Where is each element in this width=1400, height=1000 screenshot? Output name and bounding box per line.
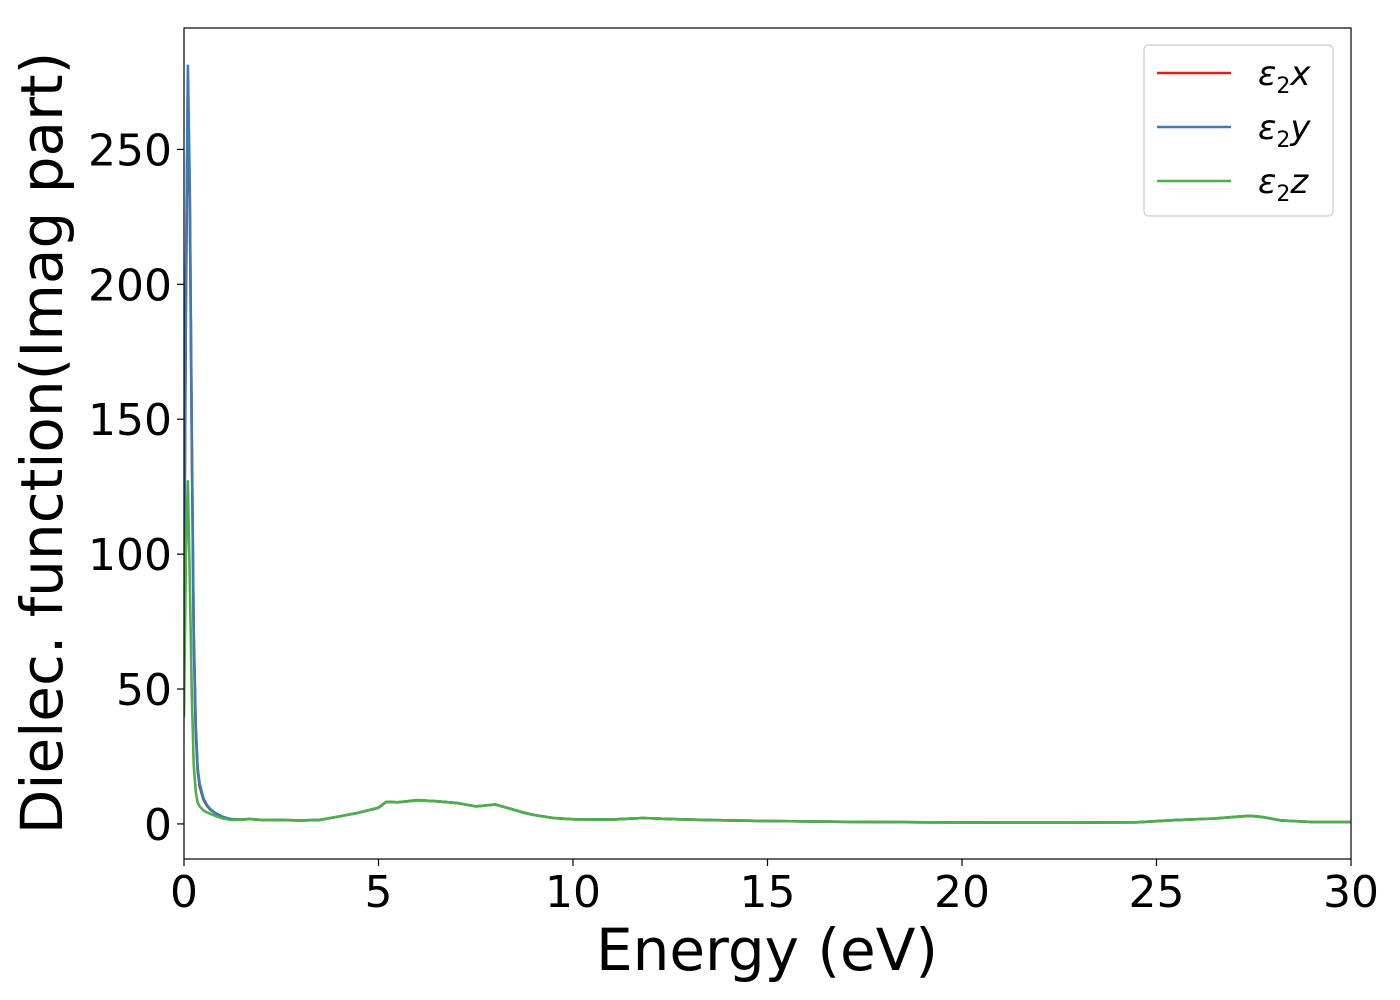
x-tick-label: 30	[1323, 867, 1379, 918]
y-axis-label: Dielec. function(Imag part)	[8, 52, 76, 835]
y-tick-label: 0	[144, 800, 172, 851]
y-tick-label: 150	[88, 395, 172, 446]
y-tick-label: 200	[88, 260, 172, 311]
x-axis: 0 5 10 15 20 25 30	[170, 859, 1379, 918]
x-tick-label: 15	[740, 867, 796, 918]
legend-label-z: ε2z	[1258, 162, 1309, 207]
x-tick-label: 25	[1129, 867, 1185, 918]
legend-label-x: ε2x	[1258, 54, 1311, 99]
series-line-z	[184, 479, 1351, 824]
legend: ε2x ε2y ε2z	[1143, 44, 1334, 217]
y-tick-label: 100	[88, 530, 172, 581]
y-tick-label: 50	[116, 665, 172, 716]
x-axis-label: Energy (eV)	[596, 916, 938, 984]
x-tick-label: 0	[170, 867, 198, 918]
x-tick-label: 20	[934, 867, 990, 918]
x-tick-label: 10	[545, 867, 601, 918]
legend-frame	[1143, 44, 1334, 217]
series-layer	[184, 64, 1351, 824]
legend-label-y: ε2y	[1258, 108, 1311, 153]
y-axis: 0 50 100 150 200 250	[88, 125, 184, 851]
x-tick-label: 5	[365, 867, 393, 918]
y-tick-label: 250	[88, 125, 172, 176]
